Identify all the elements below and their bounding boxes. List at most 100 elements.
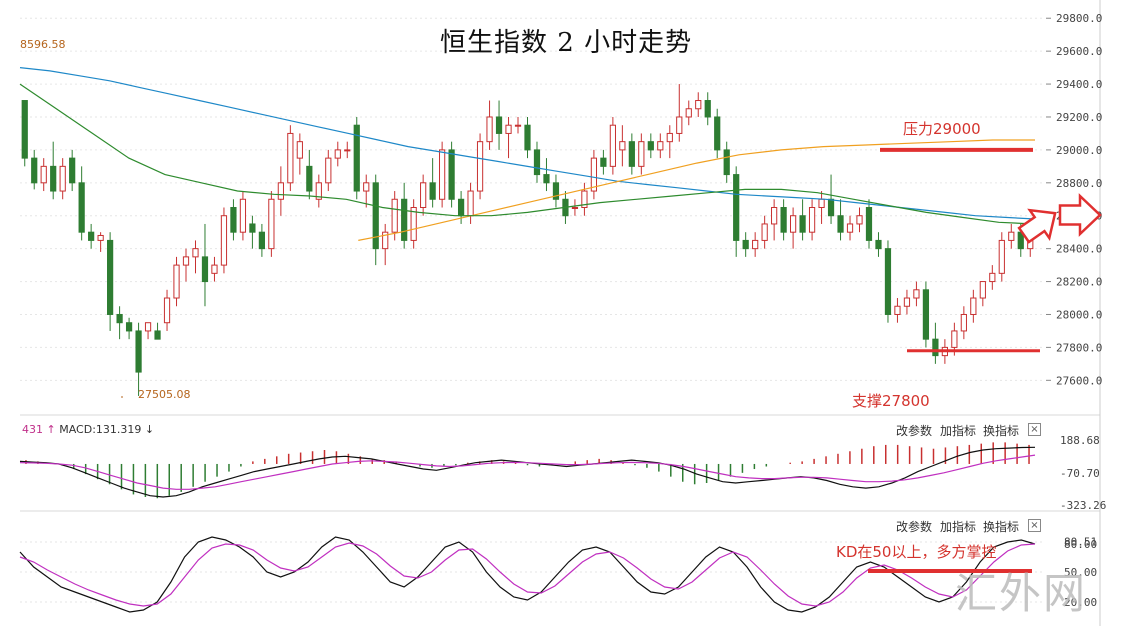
macd-swap-indicator-button[interactable]: 换指标 <box>983 424 1020 438</box>
macd-close-icon[interactable]: × <box>1028 423 1041 436</box>
macd-axis-label: 188.68 <box>1060 434 1100 447</box>
candle-body <box>780 207 787 233</box>
chart-title: 恒生指数 2 小时走势 <box>440 28 693 58</box>
candle-body <box>486 116 493 143</box>
candle-body <box>818 198 825 208</box>
candle-body <box>334 149 341 159</box>
candle-body <box>277 182 284 200</box>
candle-body <box>865 207 873 241</box>
candle-body <box>173 264 180 299</box>
candle-body <box>875 239 882 250</box>
watermark-logo: 汇外网 <box>955 569 1088 618</box>
y-tick-label: 28400.0 <box>1056 243 1102 256</box>
candle-body <box>590 157 598 192</box>
candle-body <box>78 182 85 233</box>
candle-body <box>230 207 237 233</box>
candle-body <box>296 141 303 159</box>
y-tick-label: 28800.0 <box>1056 177 1102 190</box>
candle-body <box>220 215 228 266</box>
candle-body <box>638 141 645 167</box>
kd-close-icon[interactable]: × <box>1028 519 1041 532</box>
y-tick-label: 29600.0 <box>1056 45 1102 58</box>
candle-body <box>932 338 939 357</box>
candle-body <box>239 198 247 233</box>
candle-body <box>116 313 123 324</box>
candle-body <box>353 124 360 192</box>
candle-body <box>505 124 512 134</box>
candle-body <box>989 272 996 283</box>
macd-legend-prefix: 431 ↑ <box>22 423 56 436</box>
candle-body <box>846 223 854 233</box>
candle-body <box>163 297 171 324</box>
macd-params-button[interactable]: 改参数 <box>896 424 933 438</box>
high-price-label: 8596.58 <box>20 38 66 51</box>
candle-body <box>476 141 484 192</box>
candle-body <box>420 182 427 208</box>
candle-body <box>182 256 190 266</box>
candle-body <box>979 281 986 299</box>
candle-body <box>951 330 958 348</box>
kd-note-label: KD在50以上，多方掌控 <box>836 543 997 561</box>
candle-body <box>287 132 294 184</box>
kd-axis-label: 20.00 <box>1064 596 1097 609</box>
candle-body <box>552 182 560 200</box>
macd-axis-label: -70.70 <box>1060 467 1100 480</box>
right-arrow-icon <box>1058 193 1102 237</box>
candle-body <box>789 215 797 233</box>
candle-body <box>192 248 199 258</box>
candle-body <box>467 190 474 217</box>
candle-body <box>619 141 626 151</box>
candle-body <box>752 239 759 250</box>
resistance-label: 压力29000 <box>903 120 981 138</box>
candle-body <box>344 149 351 152</box>
candle-body <box>315 182 322 200</box>
candle-body <box>391 198 398 233</box>
candle-body <box>21 100 28 159</box>
y-tick-label: 29000.0 <box>1056 144 1102 157</box>
kd-params-button[interactable]: 改参数 <box>896 520 933 534</box>
candle-body <box>40 165 47 184</box>
macd-legend-text: MACD:131.319 ↓ <box>59 423 155 436</box>
kd-add-indicator-button[interactable]: 加指标 <box>940 520 977 534</box>
candle-body <box>609 124 616 167</box>
candle-body <box>401 198 408 241</box>
candle-body <box>704 100 711 118</box>
macd-add-indicator-button[interactable]: 加指标 <box>940 424 977 438</box>
candle-body <box>249 223 256 233</box>
candle-body <box>258 231 266 250</box>
candle-body <box>135 330 142 373</box>
macd-legend: 431 ↑ MACD:131.319 ↓ <box>22 423 154 436</box>
kd-swap-indicator-button[interactable]: 换指标 <box>983 520 1020 534</box>
candle-body <box>543 174 550 184</box>
candle-body <box>799 215 806 233</box>
y-tick-label: 29400.0 <box>1056 78 1102 91</box>
candle-body <box>372 182 379 250</box>
candle-body <box>59 165 66 192</box>
candle-body <box>827 198 835 217</box>
y-tick-label: 29200.0 <box>1056 111 1102 124</box>
candle-body <box>268 198 275 250</box>
candle-body <box>50 165 57 192</box>
candle-body <box>533 149 541 176</box>
candle-body <box>742 239 749 250</box>
candle-body <box>88 231 95 241</box>
candle-body <box>211 264 218 274</box>
candle-body <box>125 322 133 332</box>
low-price-label: 27505.08 <box>138 388 191 401</box>
candle-body <box>581 190 588 209</box>
macd-dea-line <box>19 454 1036 490</box>
candle-body <box>457 198 465 217</box>
candle-body <box>1008 231 1015 241</box>
y-tick-label: 27600.0 <box>1056 374 1102 387</box>
candle-body <box>448 149 455 200</box>
candle-body <box>571 207 579 209</box>
candle-body <box>856 215 863 225</box>
kd-d-line <box>19 542 1036 607</box>
candle-body <box>69 157 76 184</box>
candle-body <box>382 231 389 250</box>
candle-body <box>837 215 844 233</box>
candle-body <box>714 116 721 151</box>
candle-body <box>894 305 901 315</box>
